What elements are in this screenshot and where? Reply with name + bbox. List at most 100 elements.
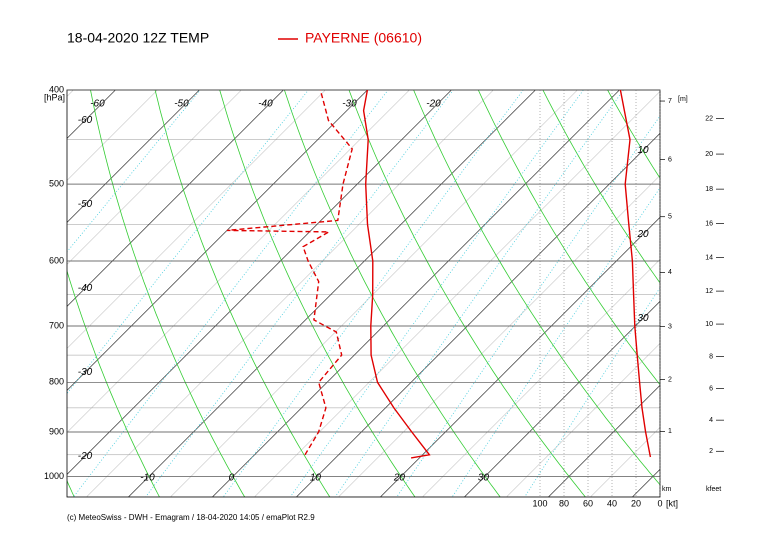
isotherm xyxy=(67,90,452,475)
mixing-ratio xyxy=(451,187,660,497)
temp-label: -50 xyxy=(78,199,93,210)
dry-adiabat xyxy=(660,68,766,501)
km-label: km xyxy=(662,486,672,493)
isotherm xyxy=(254,91,660,497)
mixing-ratio xyxy=(72,90,389,497)
km-tick-label: 5 xyxy=(668,214,672,221)
temp-label: 20 xyxy=(393,473,406,484)
chart-title: 18-04-2020 12Z TEMP xyxy=(67,30,209,46)
kfeet-tick-label: 22 xyxy=(705,115,713,122)
temperature-line xyxy=(362,90,431,459)
plot-frame xyxy=(66,89,661,498)
isotherm xyxy=(86,90,494,497)
km-tick-label: 1 xyxy=(668,428,672,435)
temp-label: 10 xyxy=(637,145,649,156)
isotherm xyxy=(212,90,620,497)
km-tick-label: 3 xyxy=(668,324,672,331)
dry-adiabat xyxy=(67,479,75,497)
mixing-ratio xyxy=(67,90,201,253)
mixing-ratio xyxy=(524,287,660,497)
temp-label: -30 xyxy=(342,99,357,110)
kfeet-tick-label: 18 xyxy=(705,186,713,193)
dewpoint-line xyxy=(226,90,353,456)
y-tick-label: 600 xyxy=(49,255,64,265)
dry-adiabat xyxy=(542,90,660,284)
dry-adiabat xyxy=(723,68,766,501)
temp-label: -60 xyxy=(90,99,105,110)
x-tick-label: 0 xyxy=(657,498,662,508)
mixing-ratio xyxy=(334,90,624,497)
temp-label: -40 xyxy=(258,99,273,110)
kfeet-tick-label: 16 xyxy=(705,220,713,227)
isotherm xyxy=(170,90,578,497)
x-axis-label: [kt] xyxy=(666,498,678,508)
dry-adiabat xyxy=(219,90,416,497)
isotherm xyxy=(590,427,660,497)
kfeet-tick-label: 14 xyxy=(705,254,713,261)
km-tick-label: 4 xyxy=(668,269,672,276)
mixing-ratio xyxy=(289,90,584,497)
isotherm xyxy=(464,300,660,497)
temp-label: -30 xyxy=(78,367,93,378)
dry-adiabat xyxy=(154,90,331,497)
kfeet-tick-label: 6 xyxy=(709,385,713,392)
legend-label: PAYERNE (06610) xyxy=(305,30,422,46)
kfeet-tick-label: 8 xyxy=(709,353,713,360)
temp-label: 20 xyxy=(636,229,649,240)
dry-adiabat xyxy=(607,90,660,179)
dry-adiabat xyxy=(348,90,586,497)
isotherm xyxy=(67,90,158,181)
dry-adiabat xyxy=(90,90,246,497)
y-tick-label: 400 xyxy=(49,84,64,94)
y-tick-label: 800 xyxy=(49,377,64,387)
isotherm xyxy=(67,90,242,265)
x-tick-label: 40 xyxy=(607,498,617,508)
temp-label: -20 xyxy=(78,451,93,462)
temp-label: 30 xyxy=(637,313,649,324)
dry-adiabat xyxy=(413,90,660,486)
isotherm xyxy=(67,90,410,433)
isotherm xyxy=(632,468,660,497)
isotherm xyxy=(338,175,660,497)
isotherm xyxy=(548,384,660,497)
x-tick-label: 100 xyxy=(532,498,547,508)
dry-adiabat xyxy=(283,90,501,497)
temp-label: -20 xyxy=(426,99,441,110)
kfeet-tick-label: 12 xyxy=(705,288,713,295)
x-tick-label: 20 xyxy=(631,498,641,508)
y-tick-label: 700 xyxy=(49,320,64,330)
background-lines xyxy=(0,68,766,501)
y-tick-label: 500 xyxy=(49,178,64,188)
isotherm xyxy=(67,90,368,391)
isotherm xyxy=(296,132,660,497)
kfeet-tick-label: 10 xyxy=(705,321,713,328)
isotherm xyxy=(506,343,660,497)
km-tick-label: 2 xyxy=(668,376,672,383)
kfeet-label: kfeet xyxy=(706,486,721,493)
temp-label: 30 xyxy=(478,473,490,484)
y-axis-label: [hPa] xyxy=(44,92,65,102)
isotherm xyxy=(67,90,284,307)
isotherm xyxy=(422,259,660,497)
temp-label: -10 xyxy=(140,473,155,484)
isotherm xyxy=(67,90,200,223)
m-label: [m] xyxy=(678,96,688,103)
wind-speed-line xyxy=(619,89,652,458)
x-tick-label: 80 xyxy=(559,498,569,508)
temp-label: -50 xyxy=(174,99,189,110)
km-tick-label: 6 xyxy=(668,156,672,163)
kfeet-tick-label: 2 xyxy=(709,448,713,455)
isotherm xyxy=(67,90,326,349)
y-tick-label: 1000 xyxy=(44,471,64,481)
y-tick-label: 900 xyxy=(49,426,64,436)
kfeet-tick-label: 20 xyxy=(705,151,713,158)
mixing-ratio xyxy=(222,90,524,497)
temp-label: 0 xyxy=(229,473,235,484)
temp-label: 10 xyxy=(310,473,322,484)
temp-label: -40 xyxy=(78,283,93,294)
isotherm xyxy=(0,90,31,497)
footer: (c) MeteoSwiss - DWH - Emagram / 18-04-2… xyxy=(67,513,315,522)
x-tick-label: 60 xyxy=(583,498,593,508)
mixing-ratio xyxy=(396,115,660,497)
